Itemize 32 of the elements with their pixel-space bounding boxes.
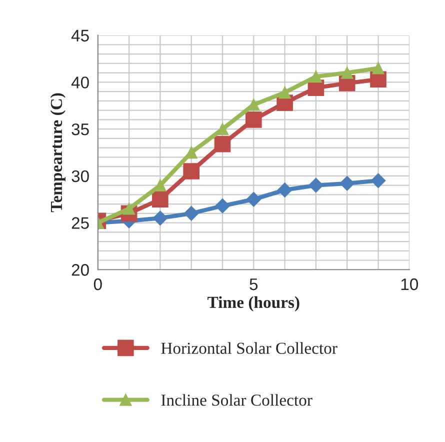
point [278,86,291,99]
legend-label: Horizontal Solar Collector [161,342,338,354]
x-tick-label: 0 [94,278,102,290]
x-axis-title: Time (hours) [208,296,300,312]
y-tick-label: 40 [71,76,89,88]
point [340,176,354,191]
point [248,98,260,111]
point [341,66,354,79]
y-tick-label: 35 [72,123,89,136]
point [152,210,168,226]
y-axis-title: Tempearture (C) [50,93,66,212]
point [152,191,168,208]
point [184,206,199,221]
point [245,112,262,128]
legend-label: Incline Solar Collector [161,394,312,406]
point [310,70,322,83]
point [216,122,229,136]
point [183,163,200,180]
point [372,62,384,74]
point [308,178,324,193]
x-tick-label: 5 [250,278,258,290]
x-tick-label: 10 [401,278,418,290]
point [214,136,231,152]
y-tick-label: 25 [72,217,89,229]
y-tick-label: 20 [72,264,89,276]
point [246,192,262,207]
point [370,173,386,188]
point [215,198,230,214]
y-tick-label: 45 [71,30,89,42]
point [154,179,166,192]
y-tick-label: 30 [72,170,89,182]
point [277,182,292,198]
